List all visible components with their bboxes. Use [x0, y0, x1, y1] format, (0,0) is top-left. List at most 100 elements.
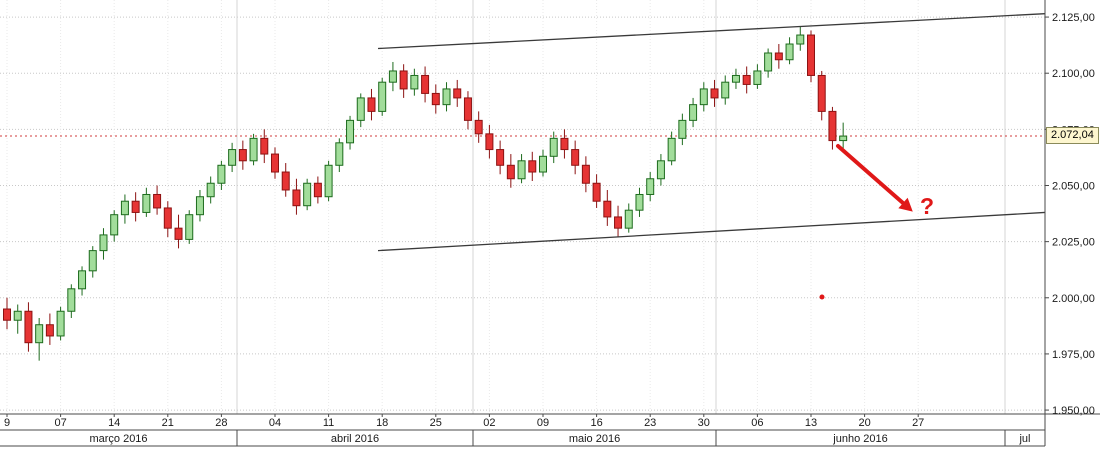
- candle-up: [764, 52, 773, 72]
- date-tick-label[interactable]: 02: [483, 417, 495, 429]
- price-tick-label[interactable]: 2.050,00: [1052, 180, 1095, 192]
- candle-down: [463, 97, 472, 121]
- price-tick-label[interactable]: 2.125,00: [1052, 12, 1095, 24]
- month-band-label[interactable]: abril 2016: [331, 433, 379, 445]
- candle-down: [271, 153, 279, 173]
- candle-up: [442, 88, 451, 106]
- candle-down: [45, 324, 54, 337]
- candle-down: [163, 207, 172, 229]
- candle-up: [120, 200, 129, 216]
- plot-area[interactable]: [0, 0, 1045, 414]
- candle-down: [474, 119, 483, 135]
- candle-down: [774, 52, 783, 61]
- candle-up: [217, 164, 226, 184]
- candle-up: [410, 74, 419, 90]
- trend-channel-upper[interactable]: [377, 13, 1046, 50]
- candle-down: [24, 310, 33, 344]
- candle-up: [110, 214, 119, 236]
- candle-up: [324, 164, 333, 198]
- date-tick-label[interactable]: 18: [376, 417, 388, 429]
- date-tick-label[interactable]: 11: [323, 417, 334, 429]
- candle-up: [388, 70, 397, 83]
- candle-down: [453, 88, 462, 99]
- candle-down: [153, 193, 162, 209]
- month-band-label[interactable]: junho 2016: [832, 433, 887, 445]
- date-tick-label[interactable]: 30: [698, 417, 710, 429]
- candle-down: [367, 97, 376, 112]
- price-tick-label[interactable]: 2.100,00: [1052, 68, 1095, 80]
- candle-down: [560, 137, 569, 151]
- candle-down: [313, 182, 322, 198]
- bearish-arrow[interactable]: [836, 144, 905, 205]
- last-price-tag: 2.072,04: [1046, 126, 1099, 144]
- candle-down: [817, 74, 826, 112]
- date-tick-label[interactable]: 25: [430, 417, 442, 429]
- date-tick-label[interactable]: 27: [912, 417, 924, 429]
- candle-up: [517, 160, 526, 180]
- candle-up: [99, 234, 108, 252]
- candle-up: [667, 137, 676, 162]
- candle-down: [131, 200, 140, 213]
- date-tick-label[interactable]: 06: [751, 417, 763, 429]
- candle-up: [549, 137, 558, 157]
- date-tick-label[interactable]: 07: [54, 417, 66, 429]
- candle-up: [656, 160, 665, 180]
- candle-up: [721, 81, 730, 99]
- candle-down: [260, 137, 269, 155]
- month-band-label[interactable]: jul: [1018, 433, 1030, 445]
- date-tick-label[interactable]: 16: [590, 417, 602, 429]
- date-tick-label[interactable]: 04: [269, 417, 281, 429]
- candle-down: [592, 182, 601, 202]
- month-band-label[interactable]: maio 2016: [569, 433, 620, 445]
- bearish-arrow-head[interactable]: [898, 197, 913, 212]
- candle-up: [356, 97, 365, 121]
- trend-channel-lower[interactable]: [377, 211, 1046, 252]
- red-dot-annotation: [819, 294, 825, 300]
- candle-up: [635, 193, 644, 211]
- candle-up: [67, 288, 76, 312]
- candle-up: [35, 324, 44, 344]
- candle-down: [571, 149, 580, 166]
- date-tick-label[interactable]: 28: [215, 417, 227, 429]
- candle-up: [796, 34, 805, 45]
- date-tick-label[interactable]: 13: [805, 417, 817, 429]
- candle-up: [195, 196, 204, 216]
- candle-down: [238, 149, 247, 162]
- month-band-label[interactable]: março 2016: [89, 433, 147, 445]
- price-tick-label[interactable]: 1.950,00: [1052, 405, 1095, 417]
- candle-up: [624, 209, 633, 229]
- date-tick-label[interactable]: 14: [108, 417, 120, 429]
- question-mark-annotation[interactable]: ?: [920, 193, 934, 219]
- candle-down: [603, 200, 612, 218]
- candle-up: [539, 155, 547, 173]
- candle-down: [431, 92, 440, 106]
- candle-down: [485, 133, 494, 151]
- candle-up: [689, 104, 698, 121]
- candle-up: [78, 270, 87, 290]
- date-tick-label[interactable]: 9: [4, 417, 10, 429]
- date-tick-label[interactable]: 20: [858, 417, 870, 429]
- candle-up: [88, 250, 97, 272]
- candle-up: [335, 142, 344, 166]
- candle-down: [506, 164, 515, 180]
- date-tick-label[interactable]: 21: [162, 417, 174, 429]
- candle-up: [678, 119, 687, 139]
- price-tick-label[interactable]: 2.000,00: [1052, 293, 1095, 305]
- date-tick-label[interactable]: 09: [537, 417, 549, 429]
- candle-up: [142, 193, 151, 213]
- candle-up: [731, 74, 740, 83]
- candle-down: [581, 164, 590, 184]
- candle-up: [56, 310, 65, 337]
- candle-down: [614, 216, 623, 229]
- candle-up: [839, 135, 848, 142]
- candle-up: [699, 88, 708, 106]
- price-tick-label[interactable]: 2.025,00: [1052, 237, 1095, 249]
- date-tick-label[interactable]: 23: [644, 417, 656, 429]
- candle-down: [292, 189, 301, 207]
- candle-down: [528, 160, 537, 173]
- candle-up: [346, 119, 355, 144]
- price-tick-label[interactable]: 1.975,00: [1052, 349, 1095, 361]
- candle-down: [807, 34, 815, 76]
